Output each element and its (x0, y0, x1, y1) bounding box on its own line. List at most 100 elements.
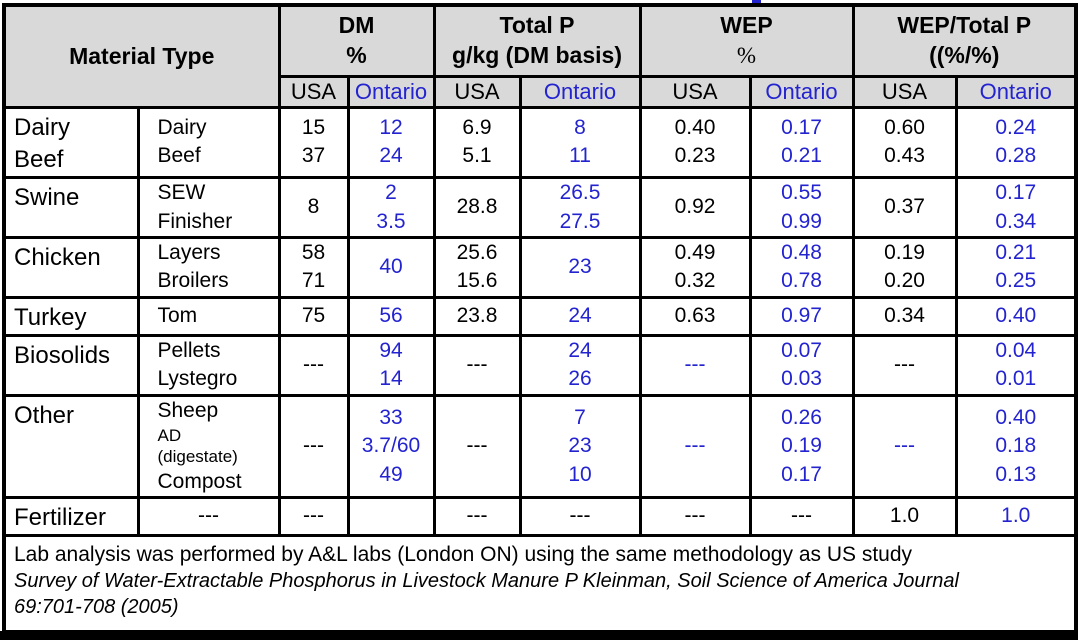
cell-dairy-beef-totalp-usa: 6.9 5.1 (432, 105, 522, 180)
cell-swine-dm-ontario: 2 3.5 (346, 176, 436, 239)
cell-line: Dairy (14, 113, 71, 141)
cell-line: 0.23 (674, 144, 716, 168)
header-wep-title: WEP (720, 11, 773, 38)
cell-line: 0.40 (995, 304, 1037, 328)
header-ratio-ontario: Ontario (954, 74, 1078, 109)
cell-line: Finisher (157, 209, 233, 233)
cell-line: 0.37 (884, 195, 925, 219)
cell-chicken-totalp-ontario: 23 (518, 235, 642, 299)
cell-line: 8 (307, 195, 320, 219)
cell-swine-totalp-ontario: 26.5 27.5 (518, 176, 642, 239)
cell-fertilizer-ratio-ontario: 1.0 (954, 495, 1078, 538)
header-totalp-ontario: Ontario (518, 74, 642, 109)
header-row-groups: Material Type DM % Total P g/kg (DM basi… (2, 3, 1078, 109)
cell-line: 0.01 (995, 367, 1037, 391)
cell-other-material-group: Other (2, 393, 140, 499)
cell-turkey-material-subtype: Tom (136, 295, 281, 338)
cell-line: 0.63 (674, 304, 716, 328)
cell-line: 0.40 (674, 116, 716, 140)
cell-fertilizer-dm-ontario (346, 495, 436, 538)
cell-line: 0.25 (995, 269, 1037, 293)
header-dm: DM % (277, 3, 436, 78)
cell-line: SEW (157, 181, 206, 205)
cell-dairy-beef-wep-usa: 0.40 0.23 (638, 105, 752, 180)
cell-line: Broilers (157, 269, 229, 293)
cell-line: 1.0 (889, 504, 920, 528)
cell-biosolids-ratio-ontario: 0.04 0.01 (954, 334, 1078, 397)
table-row-chicken: Chicken Layers Broilers 58 71 40 25.6 15.6 23 0.4… (2, 235, 1078, 299)
header-wep-usa: USA (638, 74, 752, 109)
bottom-black-bar (0, 631, 1078, 640)
footnote: Lab analysis was performed by A&L labs (… (2, 534, 1078, 634)
cell-line: 0.17 (781, 116, 822, 140)
cell-biosolids-wep-usa: --- (638, 334, 752, 397)
cell-line: 56 (379, 304, 403, 328)
table-row-turkey: Turkey Tom 75 56 23.8 24 0.63 0.97 0.34 0.40 (2, 295, 1078, 338)
cell-line: 0.97 (781, 304, 822, 328)
cell-fertilizer-wep-usa: --- (638, 495, 752, 538)
table-row-swine: Swine SEW Finisher 8 2 3.5 28.8 26.5 27.5 0.92 0.5… (2, 176, 1078, 239)
cell-line: 37 (301, 144, 326, 168)
cell-turkey-ratio-ontario: 0.40 (954, 295, 1078, 338)
cell-dairy-beef-material-group: Dairy Beef (2, 105, 140, 180)
cell-line: 0.92 (674, 195, 716, 219)
cell-other-totalp-ontario: 7 23 10 (518, 393, 642, 499)
cell-dairy-beef-material-subtype: Dairy Beef (136, 105, 281, 180)
cell-line: 0.17 (995, 181, 1037, 205)
cell-turkey-dm-ontario: 56 (346, 295, 436, 338)
header-ratio-usa: USA (851, 74, 958, 109)
cell-line: 0.18 (995, 434, 1037, 458)
cell-dairy-beef-ratio-usa: 0.60 0.43 (851, 105, 958, 180)
cell-dairy-beef-wep-ontario: 0.17 0.21 (748, 105, 855, 180)
cell-line: 94 (379, 339, 403, 363)
cell-biosolids-totalp-ontario: 24 26 (518, 334, 642, 397)
cell-line: --- (466, 434, 488, 458)
header-ratio-title: WEP/Total P (897, 11, 1032, 38)
cell-fertilizer-wep-ontario: --- (748, 495, 855, 538)
cell-line: 6.9 (462, 116, 492, 140)
cell-fertilizer-ratio-usa: 1.0 (851, 495, 958, 538)
cell-line: 27.5 (559, 209, 601, 233)
cell-line: Fertilizer (14, 503, 107, 531)
cell-line: Beef (157, 144, 201, 168)
cell-line: 40 (379, 255, 403, 279)
cell-biosolids-material-group: Biosolids (2, 334, 140, 397)
cell-chicken-material-subtype: Layers Broilers (136, 235, 281, 299)
cell-swine-wep-ontario: 0.55 0.99 (748, 176, 855, 239)
cell-line: 25.6 (456, 240, 498, 264)
cell-line: 75 (301, 304, 326, 328)
cell-turkey-material-group: Turkey (2, 295, 140, 338)
table-body: Dairy Beef Dairy Beef 15 37 12 24 6.9 5.1 8 11 0.40 0… (2, 105, 1078, 538)
cell-biosolids-ratio-usa: --- (851, 334, 958, 397)
cell-line: 0.07 (781, 339, 822, 363)
cell-line: 8 (574, 116, 586, 140)
cell-swine-material-subtype: SEW Finisher (136, 176, 281, 239)
cell-line: --- (791, 504, 812, 528)
table-row-biosolids: Biosolids Pellets Lystegro --- 94 14 --- 24 26 --… (2, 334, 1078, 397)
cell-turkey-totalp-ontario: 24 (518, 295, 642, 338)
header-wep-unit: % (736, 42, 757, 68)
cell-line: 5.1 (462, 144, 492, 168)
header-ratio-unit: ((%/%) (929, 41, 1000, 68)
cell-line: Tom (157, 304, 198, 328)
cell-line: 0.19 (884, 240, 925, 264)
cell-chicken-ratio-ontario: 0.21 0.25 (954, 235, 1078, 299)
header-material-type: Material Type (2, 3, 281, 109)
cell-swine-dm-usa: 8 (277, 176, 350, 239)
cell-line: 0.48 (781, 240, 822, 264)
cell-line: 49 (379, 462, 403, 486)
cell-line: 0.21 (781, 144, 822, 168)
cell-fertilizer-dm-usa: --- (277, 495, 350, 538)
cell-dairy-beef-dm-usa: 15 37 (277, 105, 350, 180)
cell-turkey-dm-usa: 75 (277, 295, 350, 338)
cell-line: 0.20 (884, 269, 925, 293)
cell-line: 24 (568, 304, 592, 328)
cell-line: Layers (157, 240, 221, 264)
cell-line: 71 (301, 269, 326, 293)
cell-swine-totalp-usa: 28.8 (432, 176, 522, 239)
cell-chicken-wep-ontario: 0.48 0.78 (748, 235, 855, 299)
cell-line: 0.34 (884, 304, 925, 328)
cell-line: Lystegro (157, 367, 238, 391)
cell-line: 0.55 (781, 181, 822, 205)
header-dm-title: DM (338, 11, 375, 38)
